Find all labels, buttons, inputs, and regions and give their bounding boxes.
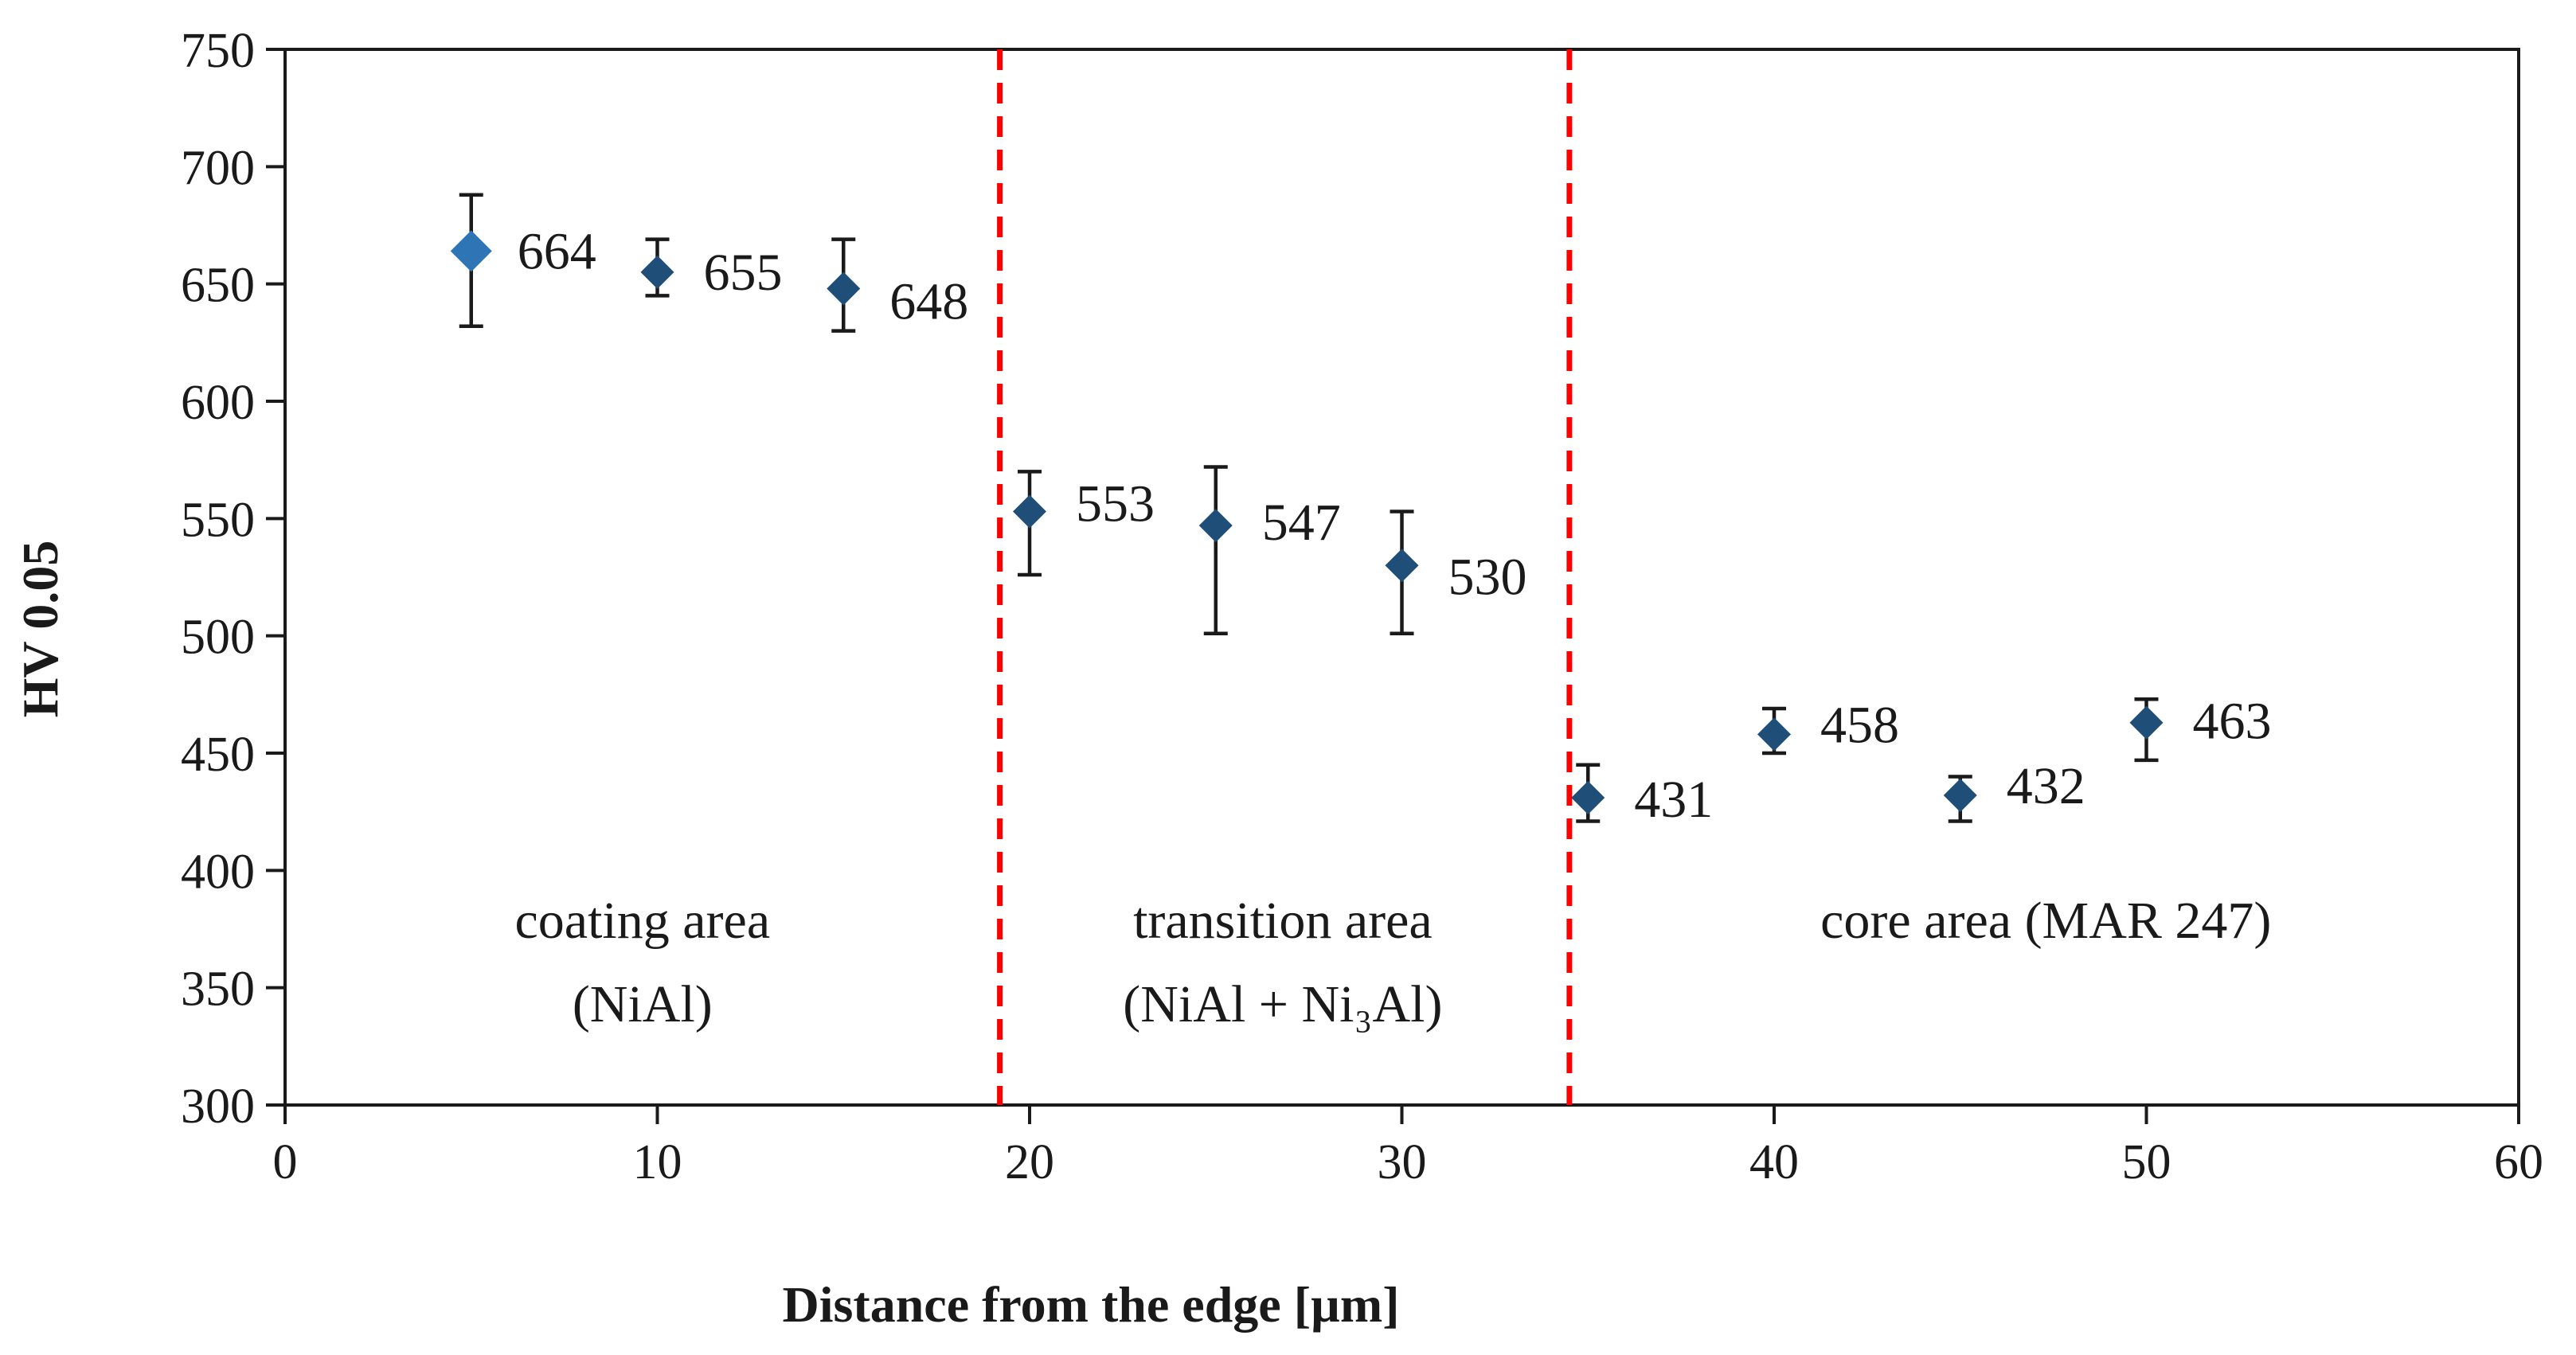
data-label: 432: [2007, 757, 2085, 815]
region-label-2: transition area: [1133, 892, 1433, 950]
x-tick-label: 0: [273, 1135, 298, 1189]
y-tick-label: 750: [181, 24, 255, 78]
data-label: 664: [518, 222, 596, 280]
region-sublabel-1: (NiAl): [573, 975, 713, 1033]
data-label: 547: [1262, 494, 1341, 552]
y-tick-label: 450: [181, 728, 255, 782]
y-tick-label: 700: [181, 141, 255, 195]
error-bar: [1203, 465, 1228, 635]
data-label: 530: [1448, 548, 1527, 606]
y-tick-label: 650: [181, 259, 255, 313]
x-tick-label: 10: [633, 1135, 682, 1189]
data-label: 655: [704, 244, 783, 302]
y-tick-label: 550: [181, 493, 255, 547]
x-tick-label: 50: [2122, 1135, 2171, 1189]
data-point: [1757, 717, 1791, 752]
x-tick-label: 30: [1378, 1135, 1427, 1189]
data-label: 458: [1820, 696, 1899, 754]
y-tick-label: 350: [181, 963, 255, 1017]
y-axis-title: HV 0.05: [12, 541, 68, 718]
y-tick-label: 500: [181, 611, 255, 665]
data-label: 431: [1634, 771, 1713, 829]
data-point: [1571, 780, 1605, 814]
region-label-3: core area (MAR 247): [1820, 892, 2271, 950]
data-point: [1385, 549, 1419, 583]
data-point: [1943, 779, 1977, 813]
region-label-1: coating area: [514, 892, 770, 950]
data-label: 553: [1076, 474, 1155, 533]
y-tick-label: 600: [181, 376, 255, 430]
data-point: [450, 230, 492, 272]
x-tick-label: 60: [2494, 1135, 2543, 1189]
data-point: [1013, 494, 1046, 529]
x-tick-label: 20: [1005, 1135, 1054, 1189]
data-point: [640, 255, 674, 289]
x-tick-label: 40: [1749, 1135, 1799, 1189]
x-axis-title: Distance from the edge [µm]: [782, 1276, 1399, 1333]
data-point: [827, 271, 861, 306]
data-point: [2129, 705, 2164, 740]
y-tick-label: 300: [181, 1080, 255, 1134]
data-point: [1198, 509, 1233, 543]
data-label: 648: [889, 273, 968, 331]
y-tick-label: 400: [181, 845, 255, 899]
data-label: 463: [2193, 693, 2272, 751]
region-sublabel-2: (NiAl + Ni₃Al): [1123, 975, 1442, 1033]
